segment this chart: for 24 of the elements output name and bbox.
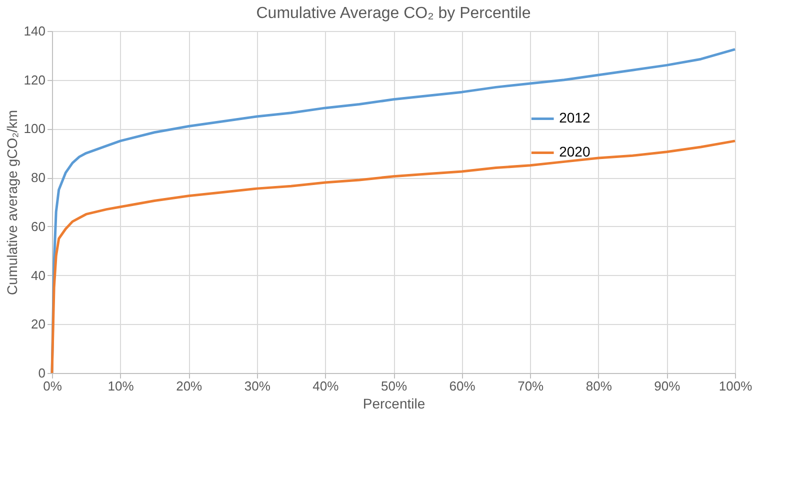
y-tick-label: 0 [38,366,46,380]
y-tick-label: 40 [31,268,46,283]
y-tick-label: 60 [31,218,46,234]
y-tick-label: 20 [31,316,46,332]
x-tick-label: 50% [380,378,408,394]
x-tick-label: 20% [176,378,203,394]
x-tick-label: 90% [654,378,681,394]
chart-title: Cumulative Average CO₂ by Percentile [256,5,531,22]
x-tick-label: 40% [312,378,340,394]
x-axis-title: Percentile [362,396,426,412]
x-tick-label: 60% [449,378,476,394]
y-tick-label: 80 [31,170,46,186]
x-tick-label: 0% [43,378,62,394]
x-tick-label: 70% [518,378,544,394]
y-tick-label: 100 [24,121,46,136]
y-tick-label: 120 [24,72,46,88]
y-tick-label: 140 [24,24,46,38]
x-tick-label: 80% [586,378,612,394]
x-tick-label: 30% [244,378,271,394]
legend-label: 2020 [559,144,590,160]
y-axis-title: Cumulative average gCO₂/km [4,110,20,296]
x-tick-label: 10% [108,378,134,394]
x-tick-label: 100% [718,378,753,394]
legend-label: 2012 [559,110,590,126]
